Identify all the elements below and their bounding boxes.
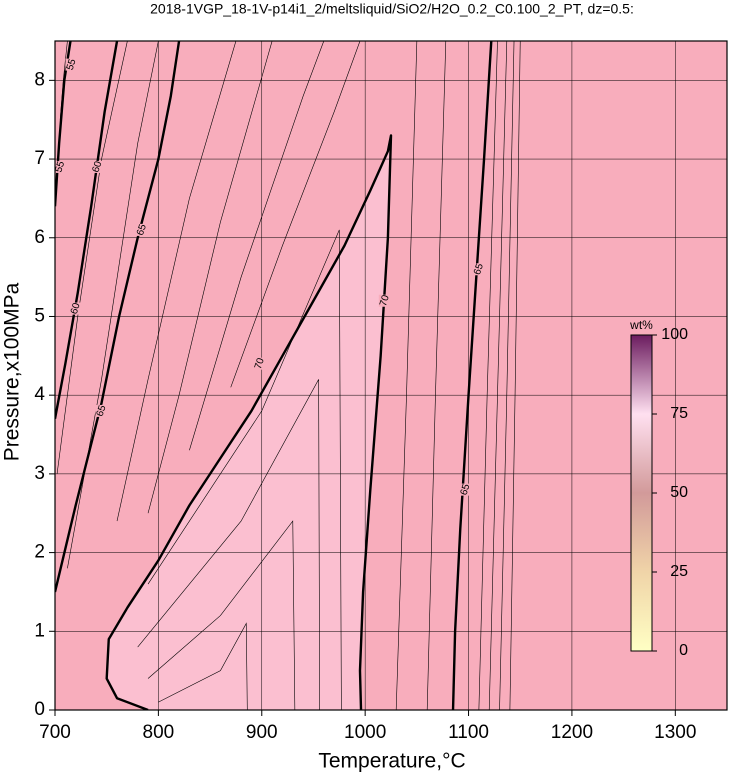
contour-label: 70 xyxy=(378,293,392,307)
x-tick-label: 1300 xyxy=(654,722,696,743)
contour-label: 60 xyxy=(69,301,83,315)
colorbar xyxy=(630,334,653,652)
x-tick-label: 700 xyxy=(39,722,71,743)
y-tick-label: 6 xyxy=(34,227,45,248)
y-tick-label: 5 xyxy=(34,305,45,326)
colorbar-tick-label: 0 xyxy=(679,642,688,659)
contour-line xyxy=(55,41,119,420)
minor-contour xyxy=(158,622,248,710)
contour-line xyxy=(105,134,393,710)
contour-label: 65 xyxy=(95,404,109,418)
minor-contour xyxy=(147,41,273,514)
minor-contour xyxy=(137,379,320,710)
contour-line xyxy=(55,41,181,593)
x-tick-label: 800 xyxy=(143,722,175,743)
x-axis-label: Temperature,°C xyxy=(318,750,465,773)
minor-contour xyxy=(147,229,342,710)
y-tick-label: 2 xyxy=(34,542,45,563)
contour-label: 70 xyxy=(253,356,267,370)
colorbar-tick-label: 100 xyxy=(661,326,688,343)
plot-area: 55 55 60 60 65 65 70 70 65 65 xyxy=(53,41,727,710)
colorbar-label: wt% xyxy=(629,318,653,332)
contour-label: 60 xyxy=(91,160,105,174)
contour-label: 55 xyxy=(65,57,79,71)
y-tick-label: 8 xyxy=(34,69,45,90)
y-tick-label: 4 xyxy=(34,384,45,405)
contour-label: 65 xyxy=(135,223,149,237)
colorbar-tick-label: 25 xyxy=(670,563,688,580)
colorbar-tick-label: 50 xyxy=(670,484,688,501)
contour-label: 65 xyxy=(472,262,486,276)
x-tick-label: 900 xyxy=(246,722,278,743)
colorbar-tick-label: 75 xyxy=(670,405,688,422)
y-tick-label: 0 xyxy=(34,699,45,720)
minor-contour xyxy=(147,520,296,710)
contour-label: 55 xyxy=(53,160,67,174)
minor-contour xyxy=(116,41,237,522)
minor-contour xyxy=(189,41,325,451)
y-tick-label: 1 xyxy=(34,620,45,641)
contour-label: 65 xyxy=(459,482,473,496)
y-tick-label: 3 xyxy=(34,463,45,484)
y-tick-label: 7 xyxy=(34,148,45,169)
x-tick-label: 1100 xyxy=(448,722,489,743)
plot-frame xyxy=(54,40,728,711)
contour-fill xyxy=(106,135,391,710)
chart-title: 2018-1VGP_18-1V-p14i1_2/meltsliquid/SiO2… xyxy=(150,1,634,17)
x-tick-label: 1200 xyxy=(551,722,593,743)
contour-line xyxy=(451,41,493,710)
y-axis-label: Pressure,x100MPa xyxy=(1,282,24,461)
x-tick-label: 1000 xyxy=(344,722,386,743)
